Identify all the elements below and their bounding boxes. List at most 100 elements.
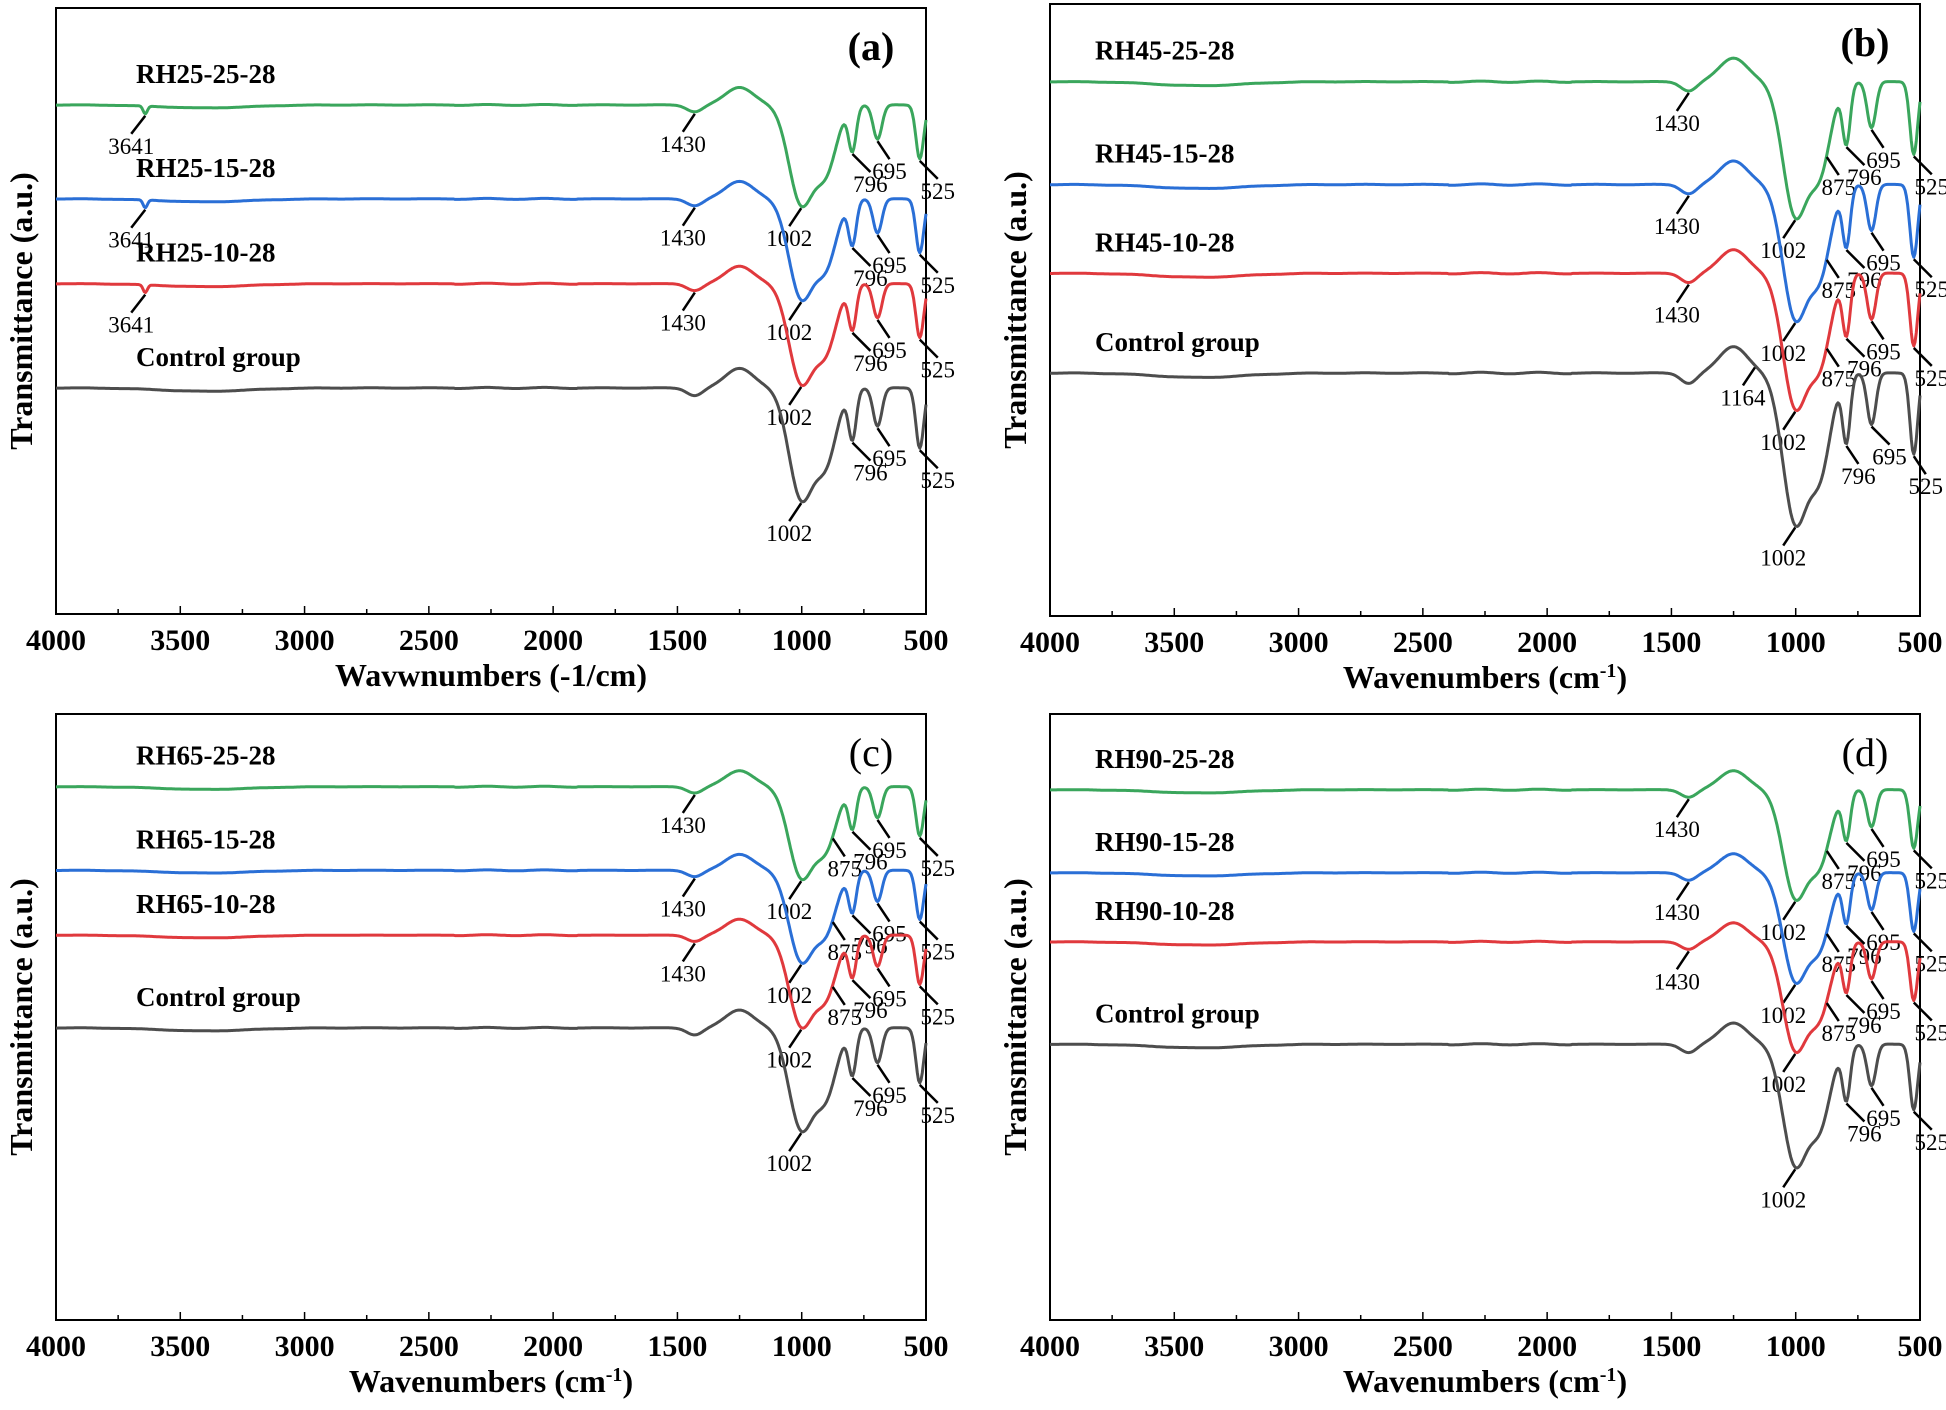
x-tick-label: 4000 <box>1020 1330 1080 1363</box>
peak-leader <box>1782 1053 1797 1073</box>
peak-label: 695 <box>1866 847 1901 872</box>
x-tick-label: 2500 <box>399 624 459 657</box>
peak-label: 695 <box>1866 339 1901 364</box>
peak-leader <box>876 1064 891 1084</box>
peak-leader <box>1675 195 1690 215</box>
peak-leader <box>1845 925 1866 945</box>
x-tick-label: 2000 <box>1517 626 1577 659</box>
peak-leader <box>1912 1110 1933 1131</box>
peak-leader <box>918 837 939 857</box>
panel-letter: (a) <box>848 24 895 69</box>
peak-label: 695 <box>872 253 907 278</box>
peak-leader <box>1782 219 1797 239</box>
peak-label: 796 <box>1847 165 1882 190</box>
peak-label: 695 <box>872 838 907 863</box>
peak-leader <box>788 964 803 984</box>
x-tick-label: 500 <box>904 624 949 657</box>
panel-3: 4000 3500 3000 2500 2000 1500 1000 500 Wavenumbe… <box>997 713 1946 1399</box>
peak-leader <box>1912 849 1933 870</box>
peak-leader <box>1675 283 1690 304</box>
x-tick-label: 2000 <box>1517 1330 1577 1363</box>
x-tick-label: 3500 <box>1144 1330 1204 1363</box>
peak-label: 695 <box>872 159 907 184</box>
peak-label: 695 <box>1866 1106 1901 1131</box>
x-tick-label: 4000 <box>26 1330 86 1363</box>
peak-label: 796 <box>853 998 888 1023</box>
peak-label: 1430 <box>1654 817 1700 842</box>
series-label: RH45-25-28 <box>1095 36 1234 66</box>
peak-label: 1430 <box>1654 214 1700 239</box>
peak-leader <box>1870 425 1891 446</box>
peak-leader <box>1870 1087 1885 1107</box>
peak-leader <box>831 921 846 941</box>
peak-leader <box>1912 1001 1933 1022</box>
series-line <box>1049 1021 1922 1170</box>
peak-leader <box>1912 932 1933 953</box>
peak-leader <box>876 140 891 160</box>
peak-label: 525 <box>1915 1130 1946 1155</box>
peak-leader <box>851 830 872 851</box>
x-axis-label: Wavenumbers (cm-1) <box>1343 659 1627 695</box>
peak-label: 1430 <box>1654 969 1700 994</box>
peak-leader <box>681 207 696 227</box>
peak-leader <box>851 153 872 173</box>
peak-label: 796 <box>853 266 888 291</box>
series-line <box>1049 159 1922 324</box>
panel-letter: (c) <box>849 730 893 775</box>
series-line <box>55 86 928 209</box>
series-label: Control group <box>136 342 301 372</box>
series-line <box>1049 769 1922 902</box>
x-tick-label: 2000 <box>523 1330 583 1363</box>
series-label: RH45-10-28 <box>1095 227 1234 257</box>
y-axis-label: Transmittance (a.u.) <box>997 878 1033 1156</box>
peak-leader <box>1870 129 1885 149</box>
peak-label: 695 <box>1866 148 1901 173</box>
peak-label: 525 <box>1915 174 1946 199</box>
peak-leader <box>788 880 803 900</box>
x-axis-label: Wavenumbers (cm-1) <box>349 1363 633 1399</box>
peak-leader <box>851 441 872 462</box>
peak-label: 695 <box>1866 999 1901 1024</box>
series-label: RH25-25-28 <box>136 59 275 89</box>
x-tick-label: 500 <box>1898 626 1943 659</box>
peak-leader <box>681 942 696 963</box>
peak-leader <box>1845 337 1866 358</box>
peak-leader <box>851 979 872 1000</box>
peak-leader <box>1870 828 1885 848</box>
series-line <box>1049 921 1922 1055</box>
peak-leader <box>918 449 939 470</box>
peak-leader <box>1782 526 1797 547</box>
peak-label: 1430 <box>1654 303 1700 328</box>
series-label: Control group <box>136 982 301 1012</box>
peak-leader <box>1825 156 1840 176</box>
peak-leader <box>851 1077 872 1097</box>
peak-label: 1430 <box>660 813 706 838</box>
x-tick-label: 1500 <box>1641 626 1701 659</box>
x-tick-label: 1000 <box>1766 1330 1826 1363</box>
peak-leader <box>788 207 803 227</box>
x-tick-label: 3000 <box>275 624 335 657</box>
peak-leader <box>876 234 891 254</box>
series-label: Control group <box>1095 327 1260 357</box>
peak-label: 1002 <box>766 521 812 546</box>
series-line <box>55 917 928 1030</box>
peak-leader <box>1845 249 1866 269</box>
peak-label: 875 <box>1822 367 1857 392</box>
series-line <box>55 366 928 504</box>
x-tick-label: 3500 <box>150 624 210 657</box>
x-axis-label: Wavwnumbers (-1/cm) <box>335 657 647 693</box>
peak-leader <box>831 986 846 1006</box>
peak-leader <box>1845 842 1866 862</box>
peak-label: 525 <box>921 273 956 298</box>
peak-leader <box>831 837 846 858</box>
x-tick-label: 3000 <box>275 1330 335 1363</box>
peak-leader <box>1912 347 1933 367</box>
peak-label: 796 <box>1841 464 1876 489</box>
peak-leader <box>876 967 891 988</box>
peak-leader <box>681 794 696 814</box>
peak-leader <box>130 208 147 229</box>
peak-leader <box>1870 980 1885 1000</box>
y-axis-label: Transmittance (a.u.) <box>3 878 39 1156</box>
x-tick-label: 1500 <box>1641 1330 1701 1363</box>
peak-label: 796 <box>1847 1013 1882 1038</box>
